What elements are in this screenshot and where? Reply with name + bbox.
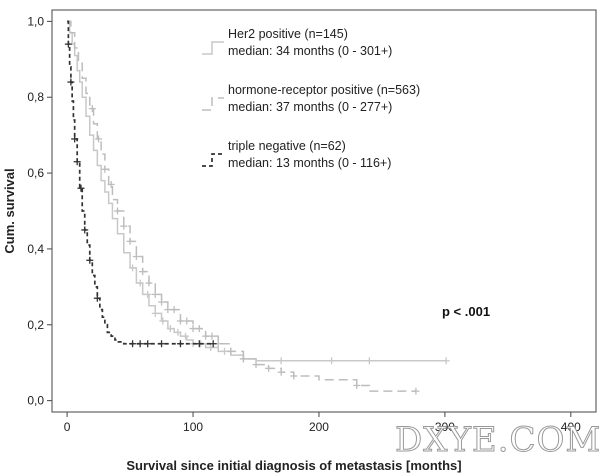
- series-line: [67, 20, 447, 362]
- x-tick-label: 200: [309, 420, 329, 434]
- y-tick-label: 0,2: [27, 318, 44, 332]
- p-value-annotation: p < .001: [442, 304, 490, 319]
- watermark: DXYE.COM: [395, 420, 600, 460]
- y-tick-label: 0,0: [27, 394, 44, 408]
- legend-label: triple negative (n=62): [228, 139, 346, 153]
- legend-median: median: 37 months (0 - 277+): [228, 100, 392, 114]
- x-tick-label: 400: [561, 420, 581, 434]
- series-line: [67, 20, 416, 392]
- legend-symbol: [202, 41, 224, 55]
- y-axis-title: Cum. survival: [2, 168, 17, 253]
- y-tick-label: 1,0: [27, 14, 44, 28]
- x-axis-title: Survival since initial diagnosis of meta…: [126, 458, 461, 473]
- chart-marks: 0 100 200 300 400 0,0 0,2 0,4 0,6 0,8 1,0 Survival …: [2, 9, 597, 473]
- x-tick-label: 100: [183, 420, 203, 434]
- y-tick-label: 0,8: [27, 90, 44, 104]
- x-tick-label: 300: [435, 420, 455, 434]
- x-tick-label: 0: [64, 420, 71, 434]
- legend-symbol: [202, 153, 224, 167]
- legend-median: median: 13 months (0 - 116+): [228, 156, 391, 170]
- legend-median: median: 34 months (0 - 301+): [228, 44, 392, 58]
- y-tick-label: 0,4: [27, 242, 44, 256]
- legend-symbol: [202, 97, 224, 111]
- plot-frame: [51, 9, 597, 413]
- legend-label: hormone-receptor positive (n=563): [228, 83, 420, 97]
- y-tick-label: 0,6: [27, 166, 44, 180]
- series-line: [67, 20, 214, 345]
- legend-label: Her2 positive (n=145): [228, 27, 348, 41]
